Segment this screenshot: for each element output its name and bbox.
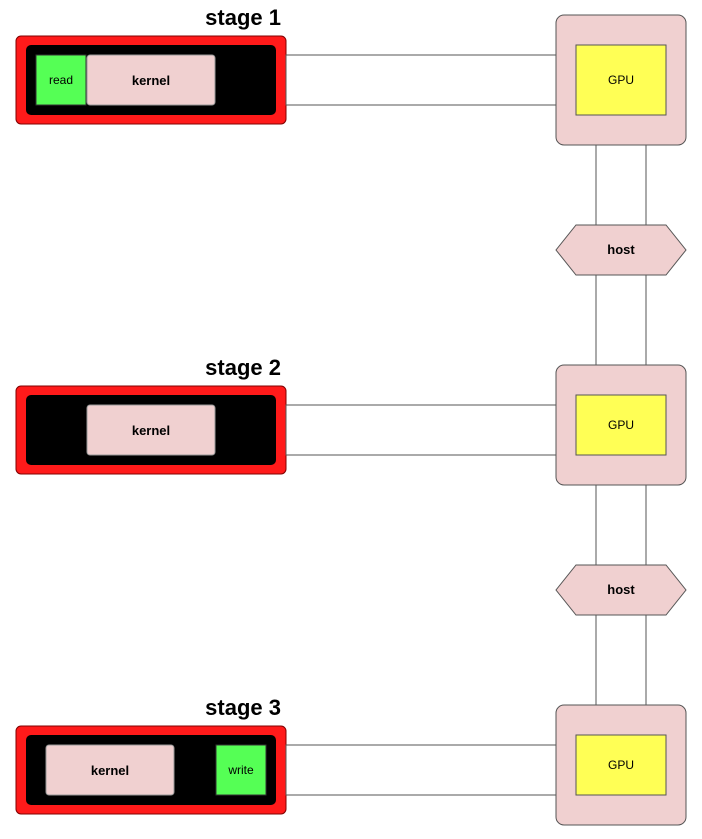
stage-2-gpu-label: GPU	[608, 418, 634, 432]
stage-3-write-box	[215, 744, 267, 796]
link-1-upper	[595, 144, 647, 226]
stage-1-kernel-box	[86, 54, 216, 106]
stage-2-channel	[285, 404, 558, 456]
stage-2: stage 2 kernel GPU	[15, 355, 687, 486]
link-2-lower	[595, 614, 647, 706]
stage-3-gpu-box	[575, 734, 667, 796]
stage-1-read-label: read	[49, 73, 73, 87]
stage-3-write-label: write	[227, 763, 254, 777]
stage-1-read-box	[35, 54, 87, 106]
stage-3-kernel-label: kernel	[91, 763, 129, 778]
stage-1-title: stage 1	[205, 5, 281, 30]
stage-1-kernel-label: kernel	[132, 73, 170, 88]
host-1-hexagon	[555, 224, 687, 276]
stage-2-gpu-box	[575, 394, 667, 456]
stage-1-gpu-label: GPU	[608, 73, 634, 87]
stage-3-title: stage 3	[205, 695, 281, 720]
stage-2-kernel-box	[86, 404, 216, 456]
link-2-upper	[595, 484, 647, 566]
stage-2-kernel-label: kernel	[132, 423, 170, 438]
stage-1-gpu-box	[575, 44, 667, 116]
link-1-lower	[595, 274, 647, 366]
stage-3-kernel-box	[45, 744, 175, 796]
stage-3-channel	[285, 744, 558, 796]
host-1-label: host	[607, 242, 635, 257]
stage-3-gpu-label: GPU	[608, 758, 634, 772]
host-2-hexagon	[555, 564, 687, 616]
stage-3: stage 3 kernel write GPU	[15, 695, 687, 826]
host-2-label: host	[607, 582, 635, 597]
stage-1: stage 1 read kernel GPU	[15, 5, 687, 146]
stage-1-channel	[285, 54, 558, 106]
stage-2-title: stage 2	[205, 355, 281, 380]
